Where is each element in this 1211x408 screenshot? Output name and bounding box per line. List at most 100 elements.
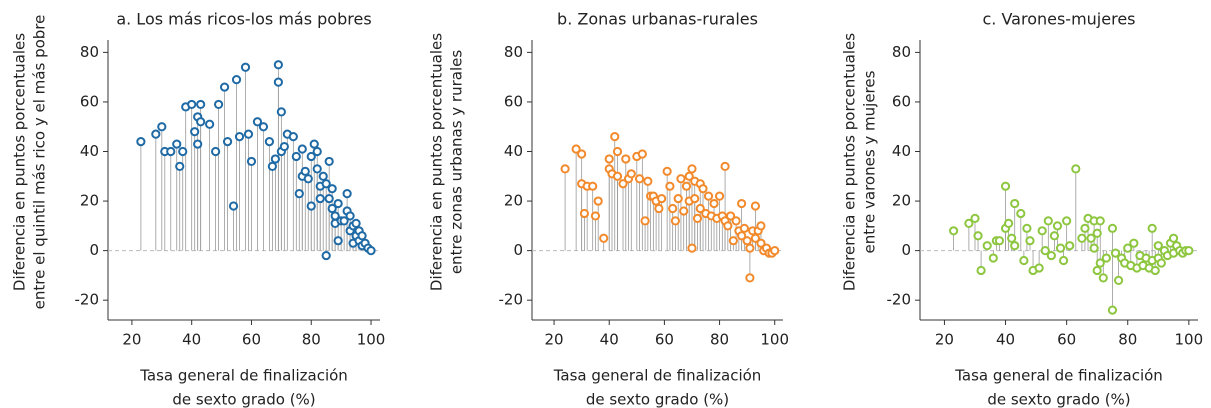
point <box>756 238 766 248</box>
point <box>654 203 664 214</box>
point <box>1098 273 1108 283</box>
point <box>252 117 263 127</box>
point <box>560 164 570 174</box>
point <box>342 189 352 199</box>
point <box>637 149 647 159</box>
point <box>988 253 998 263</box>
y-tick-label: -20 <box>499 291 524 309</box>
point <box>267 161 277 171</box>
point <box>709 198 719 209</box>
x-axis-label: de sexto grado (%) <box>172 391 315 408</box>
point <box>662 166 672 176</box>
point <box>270 154 280 164</box>
point <box>324 193 334 204</box>
point <box>714 191 725 201</box>
point <box>211 146 221 157</box>
point <box>687 243 697 253</box>
point <box>151 129 161 139</box>
y-tick-label: 80 <box>80 43 99 61</box>
point <box>1184 246 1194 256</box>
point <box>303 174 313 184</box>
point <box>273 60 283 70</box>
point <box>136 136 146 147</box>
point <box>593 196 603 206</box>
point <box>1092 265 1102 276</box>
point <box>1129 238 1139 248</box>
point <box>970 213 980 224</box>
point <box>750 201 761 211</box>
y-axis-label: Diferencia en puntos porcentuales <box>428 33 446 291</box>
point <box>321 179 331 189</box>
point <box>621 154 631 164</box>
point <box>739 223 749 233</box>
point <box>213 99 224 110</box>
point <box>725 211 736 221</box>
point <box>684 171 694 181</box>
x-tick-label: 60 <box>1057 331 1076 349</box>
point <box>327 184 337 194</box>
x-tick-label: 60 <box>655 331 674 349</box>
point <box>737 198 747 209</box>
point <box>264 136 275 147</box>
point <box>306 201 316 211</box>
point <box>273 77 283 87</box>
point <box>1022 223 1032 233</box>
point <box>604 154 614 164</box>
y-tick-label: 60 <box>504 92 523 110</box>
point <box>315 193 325 204</box>
point <box>612 171 623 181</box>
y-tick-label: 40 <box>892 142 911 160</box>
point <box>690 193 700 204</box>
point <box>742 236 752 246</box>
point <box>1007 233 1017 243</box>
point <box>643 176 653 186</box>
x-axis-label: Tasa general de finalización <box>139 367 348 385</box>
point <box>228 201 239 211</box>
point <box>231 75 242 85</box>
point <box>1052 221 1063 231</box>
point <box>1010 241 1020 251</box>
point <box>657 193 667 204</box>
point <box>333 236 343 246</box>
point <box>178 146 188 157</box>
point <box>976 265 986 276</box>
point <box>1071 164 1081 174</box>
chart-title: c. Varones-mujeres <box>982 10 1135 29</box>
point <box>703 191 714 201</box>
point <box>1043 216 1053 226</box>
point <box>1065 241 1075 251</box>
point <box>318 171 328 181</box>
x-tick-label: 40 <box>182 331 201 349</box>
point <box>640 216 650 226</box>
point <box>312 164 322 174</box>
point <box>994 236 1005 246</box>
point <box>294 189 304 199</box>
point <box>964 218 974 228</box>
point <box>687 164 697 174</box>
point <box>1153 241 1163 251</box>
y-tick-label: 40 <box>80 142 99 160</box>
point <box>618 179 628 189</box>
point <box>670 216 681 226</box>
x-tick-label: 20 <box>935 331 954 349</box>
point <box>166 146 176 157</box>
point <box>187 99 197 110</box>
point <box>1110 248 1121 258</box>
y-axis-label: entre zonas urbanas y rurales <box>448 50 466 275</box>
point <box>357 231 367 241</box>
x-tick-label: 60 <box>242 331 261 349</box>
point <box>1150 265 1160 276</box>
y-axis-label: Diferencia en puntos porcentuales <box>841 33 859 291</box>
point <box>234 132 245 142</box>
point <box>571 144 581 154</box>
point <box>291 151 301 162</box>
y-tick-label: 20 <box>892 192 911 210</box>
point <box>1062 216 1072 226</box>
point <box>300 166 310 176</box>
point <box>745 243 755 253</box>
point <box>599 233 609 243</box>
chart-title: b. Zonas urbanas-rurales <box>557 10 758 29</box>
point <box>157 122 167 132</box>
point <box>193 139 203 149</box>
point <box>1168 233 1179 243</box>
